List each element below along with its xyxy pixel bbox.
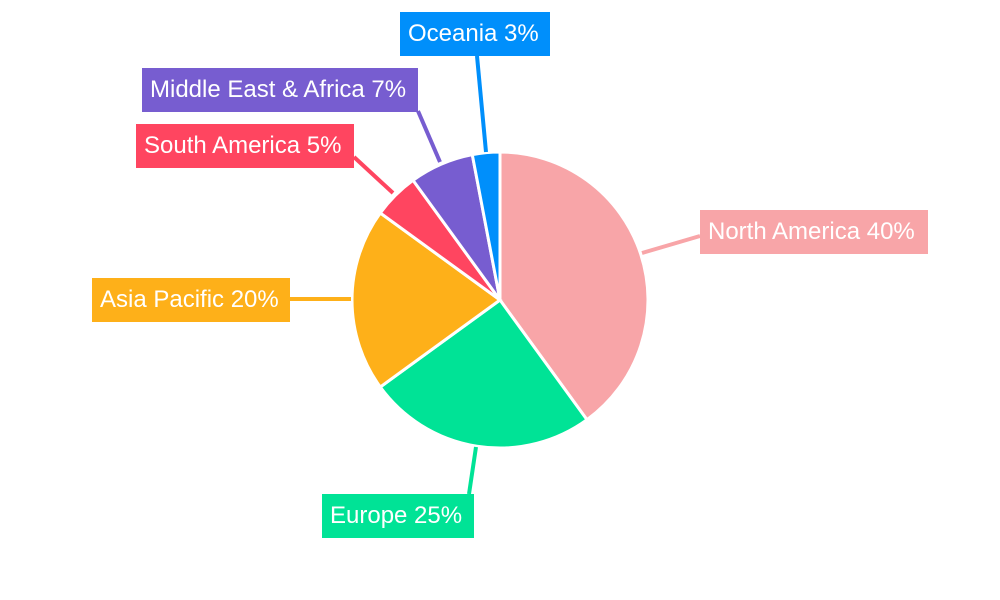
slice-label: Europe 25%: [322, 494, 474, 538]
pie-slice-oceania[interactable]: [470, 150, 502, 301]
slice-label: Asia Pacific 20%: [92, 278, 290, 322]
leader-line: [475, 55, 488, 153]
slice-label: South America 5%: [136, 124, 354, 168]
leader-line: [641, 234, 701, 255]
pie-slice-europe[interactable]: [378, 297, 590, 450]
pie-slice-north-america[interactable]: [498, 150, 650, 422]
slice-label: Middle East & Africa 7%: [142, 68, 418, 112]
slice-label: Oceania 3%: [400, 12, 550, 56]
leader-line: [467, 446, 478, 495]
slice-label: North America 40%: [700, 210, 928, 254]
leader-line: [352, 155, 395, 195]
leader-line: [416, 110, 442, 163]
pie-slice-asia-pacific[interactable]: [350, 210, 503, 390]
